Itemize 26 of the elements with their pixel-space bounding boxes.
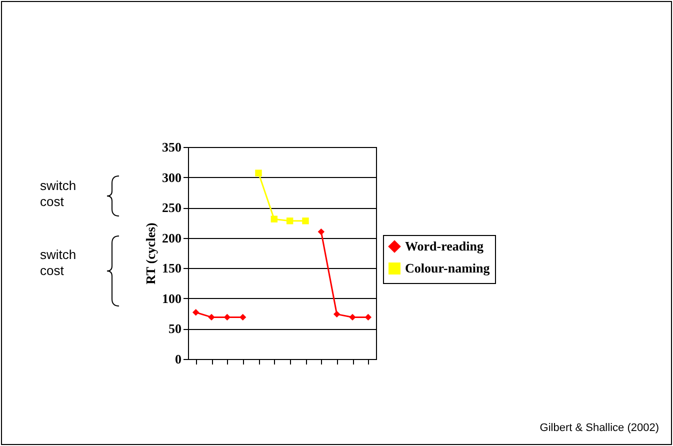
y-axis-title: RT (cycles) bbox=[143, 222, 158, 284]
point bbox=[208, 314, 215, 321]
y-tick-label: 300 bbox=[162, 170, 182, 185]
legend-label: Colour-naming bbox=[405, 260, 490, 276]
y-tick-label: 50 bbox=[168, 321, 182, 336]
y-tick-label: 0 bbox=[175, 352, 182, 366]
text: switch cost bbox=[40, 247, 78, 279]
point bbox=[333, 310, 340, 318]
point bbox=[270, 216, 278, 222]
point bbox=[192, 309, 200, 316]
point bbox=[224, 314, 231, 321]
point bbox=[255, 170, 262, 176]
y-tick-label: 200 bbox=[162, 230, 182, 246]
y-tick-label: 150 bbox=[162, 260, 182, 276]
text: switch cost bbox=[40, 178, 78, 210]
y-tick-label: 350 bbox=[162, 140, 182, 154]
point bbox=[239, 314, 246, 321]
y-tick-label: 250 bbox=[162, 200, 182, 216]
point bbox=[349, 314, 356, 321]
point bbox=[302, 218, 309, 224]
point bbox=[364, 314, 372, 321]
text: Gilbert & Shallice (2002) bbox=[540, 421, 659, 436]
point bbox=[286, 218, 294, 224]
y-tick-label: 100 bbox=[162, 290, 182, 306]
point bbox=[318, 228, 325, 236]
legend-label: Word-reading bbox=[405, 238, 484, 254]
